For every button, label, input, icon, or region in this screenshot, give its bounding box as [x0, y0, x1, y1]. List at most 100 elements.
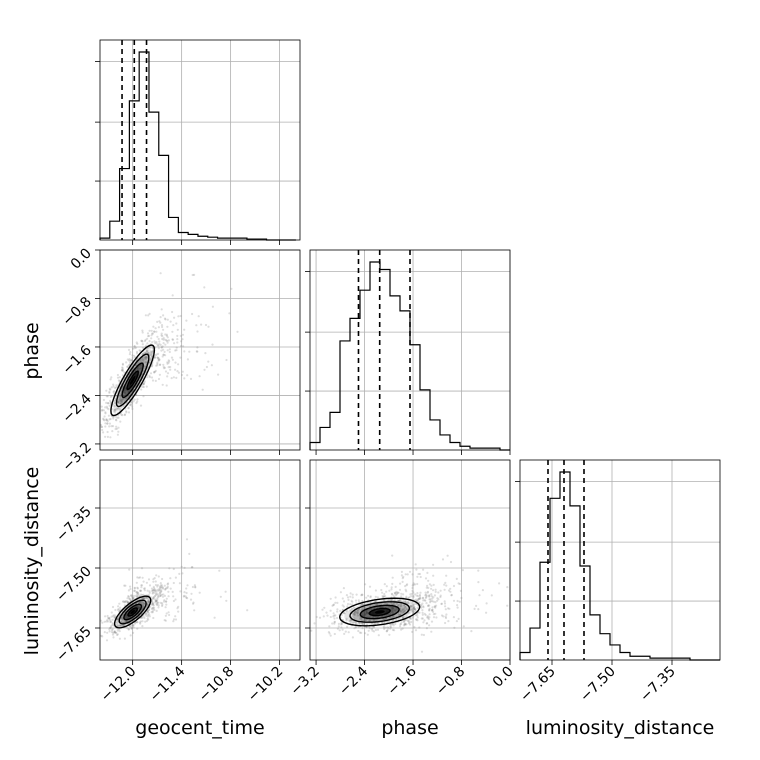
sample-point [150, 337, 153, 340]
sample-point [340, 626, 343, 629]
sample-point [141, 603, 145, 607]
sample-point [419, 605, 423, 608]
sample-point [141, 594, 144, 597]
sample-point [441, 558, 445, 561]
sample-point [405, 584, 408, 587]
sample-point [128, 359, 131, 362]
sample-point [139, 589, 142, 593]
sample-point [114, 386, 117, 390]
sample-point [119, 395, 122, 398]
sample-point [165, 612, 168, 615]
sample-point [118, 602, 121, 605]
sample-point [155, 340, 158, 344]
panel-hist-geocent-time [95, 39, 301, 245]
sample-point [123, 371, 126, 374]
sample-point [366, 611, 369, 614]
sample-point [171, 358, 174, 361]
sample-point [106, 614, 109, 618]
sample-point [130, 627, 133, 630]
sample-point [203, 368, 206, 371]
sample-point [416, 599, 419, 602]
sample-point [346, 596, 350, 599]
sample-point [163, 317, 167, 320]
sample-point [105, 418, 108, 421]
sample-point [445, 574, 448, 577]
sample-point [120, 399, 123, 402]
sample-point [188, 552, 191, 556]
sample-point [195, 324, 198, 327]
sample-point [158, 342, 161, 345]
panel-frame [309, 249, 511, 451]
y-tick-label: −7.35 [53, 504, 95, 546]
sample-point [356, 612, 359, 615]
sample-point [336, 601, 339, 605]
sample-point [333, 622, 336, 625]
sample-point [431, 608, 434, 612]
sample-point [159, 586, 162, 589]
sample-point [174, 615, 177, 618]
sample-point [191, 273, 194, 277]
sample-point [159, 582, 162, 585]
sample-point [167, 582, 170, 585]
sample-point [152, 602, 155, 605]
sample-point [105, 620, 108, 623]
sample-point [176, 607, 179, 610]
sample-point [168, 350, 171, 354]
sample-point [412, 611, 415, 614]
sample-point [103, 620, 106, 623]
sample-point [118, 379, 121, 383]
x-tick-label: −3.2 [288, 664, 323, 699]
sample-point [131, 347, 135, 350]
sample-point [121, 366, 124, 369]
sample-point [183, 328, 186, 331]
sample-point [114, 418, 118, 421]
contour-line [359, 604, 400, 620]
sample-point [172, 567, 175, 571]
sample-point [340, 621, 343, 625]
sample-point [171, 330, 174, 333]
sample-point [423, 612, 426, 615]
sample-point [147, 608, 150, 611]
panel-hist-luminosity-distance: −7.65 −7.50 −7.35 [515, 459, 721, 705]
sample-point [363, 619, 366, 622]
sample-point [414, 563, 417, 566]
sample-point [127, 348, 131, 351]
sample-point [338, 629, 341, 632]
sample-point [130, 403, 133, 407]
sample-point [336, 616, 339, 620]
sample-point [175, 346, 178, 349]
sample-point [447, 620, 450, 623]
sample-point [153, 370, 156, 374]
sample-point [142, 383, 145, 386]
sample-point [382, 618, 385, 621]
sample-point [414, 602, 417, 605]
sample-point [127, 595, 130, 598]
sample-point [116, 407, 120, 410]
sample-point [372, 615, 375, 619]
sample-point [153, 591, 156, 594]
sample-point [136, 587, 139, 590]
sample-point [427, 579, 430, 582]
sample-point [142, 596, 145, 600]
sample-point [444, 615, 447, 618]
sample-point [422, 605, 425, 608]
sample-point [105, 639, 109, 642]
sample-point [192, 601, 195, 604]
sample-point [412, 610, 415, 613]
sample-point [325, 611, 328, 614]
sample-point [160, 586, 163, 589]
sample-point [160, 334, 163, 337]
sample-point [343, 632, 346, 636]
sample-point [165, 600, 168, 603]
sample-point [415, 598, 418, 601]
sample-point [161, 604, 164, 608]
x-tick-label: −1.6 [385, 663, 420, 698]
sample-point [402, 611, 405, 615]
sample-point [345, 619, 348, 622]
sample-point [409, 616, 412, 620]
sample-point [400, 574, 403, 577]
sample-point [110, 395, 113, 398]
sample-point [369, 605, 372, 608]
sample-point [381, 594, 384, 598]
sample-point [146, 617, 149, 620]
